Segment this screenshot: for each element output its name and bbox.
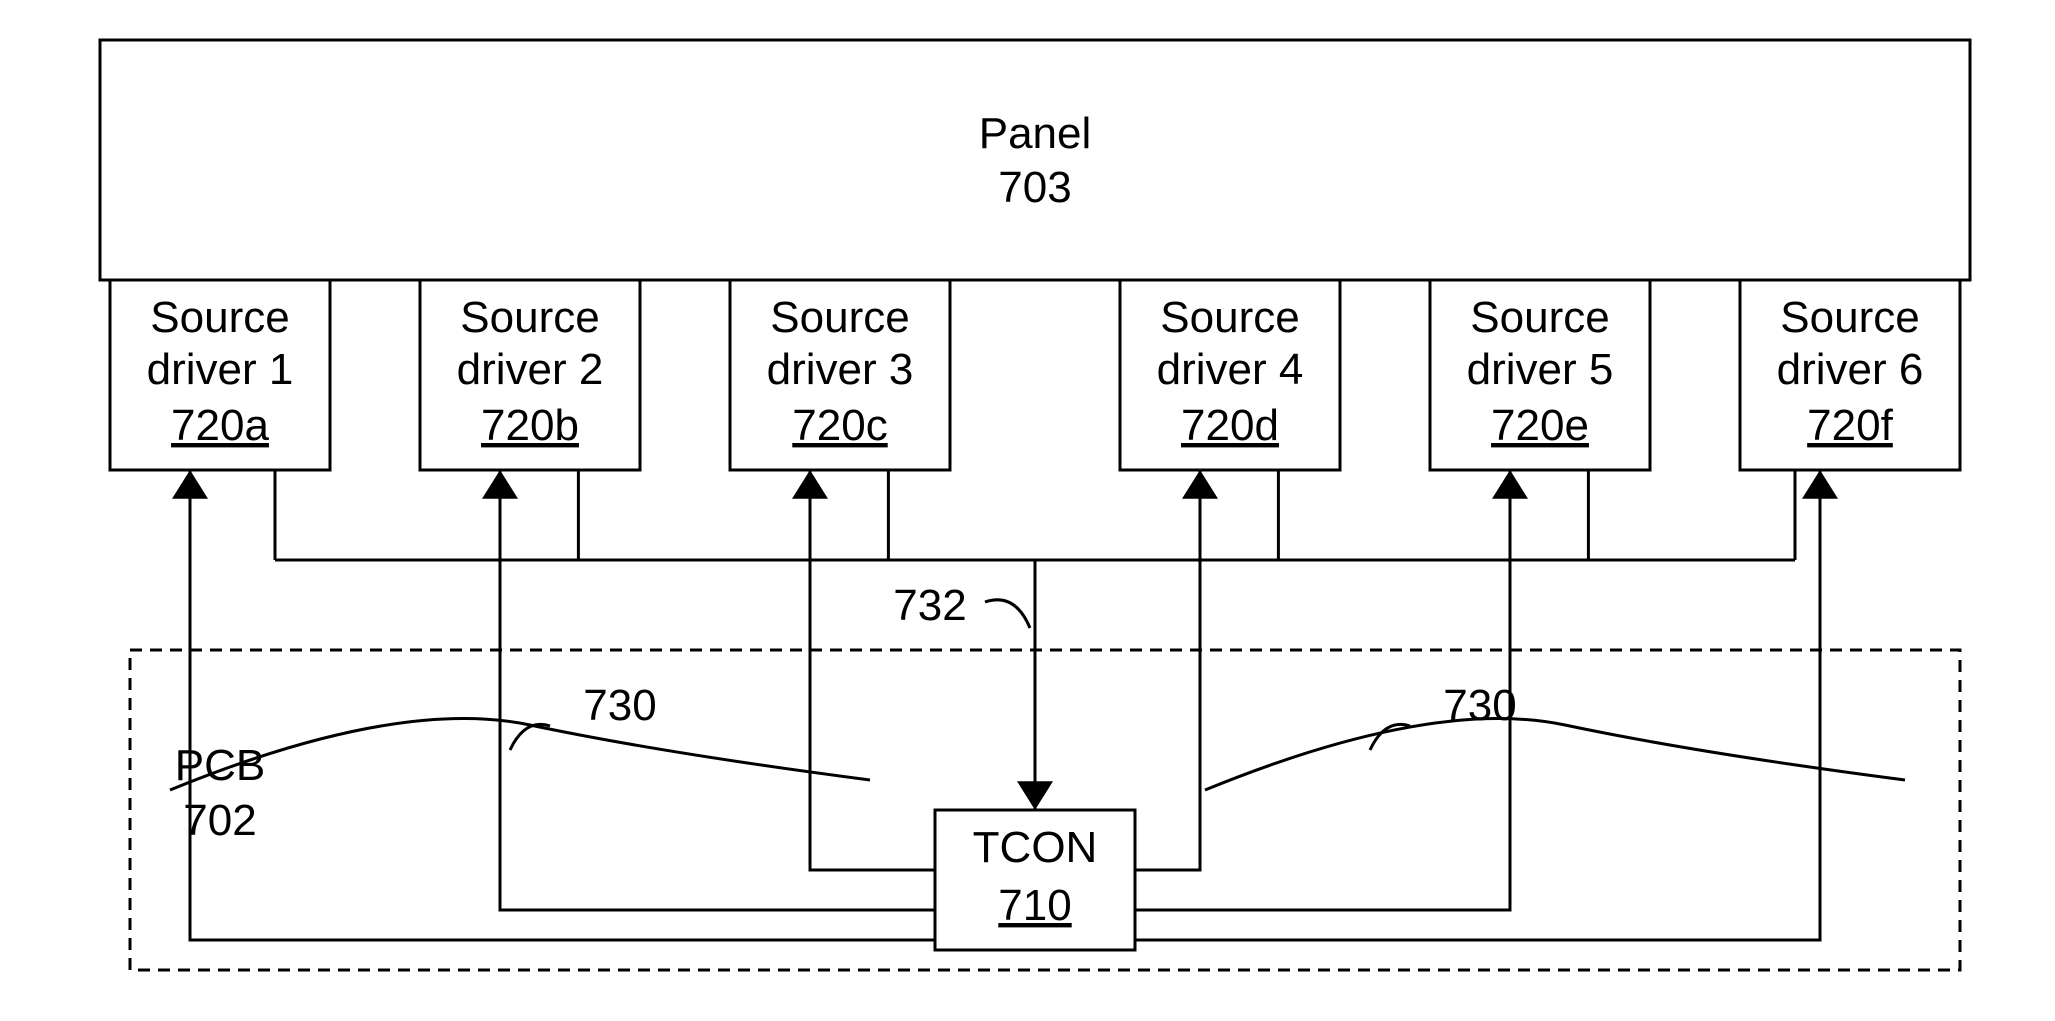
- source-driver-4-line2: driver 4: [1157, 345, 1304, 394]
- source-driver-1-ref: 720a: [171, 401, 269, 450]
- arrowhead: [172, 470, 208, 499]
- arrowhead: [1017, 781, 1053, 810]
- trace-730-right-curve: [1205, 719, 1905, 790]
- arrowhead: [1492, 470, 1528, 499]
- signal-732-hook: [985, 600, 1030, 628]
- source-driver-6-line2: driver 6: [1777, 345, 1924, 394]
- panel-box: [100, 40, 1970, 280]
- source-driver-3-line1: Source: [770, 293, 909, 342]
- tcon-out-2: [500, 470, 935, 910]
- source-driver-3-ref: 720c: [792, 401, 887, 450]
- trace-730-right-label: 730: [1443, 681, 1516, 730]
- source-driver-1-line1: Source: [150, 293, 289, 342]
- source-driver-5-ref: 720e: [1491, 401, 1589, 450]
- source-driver-5-line2: driver 5: [1467, 345, 1614, 394]
- source-driver-2-line1: Source: [460, 293, 599, 342]
- panel-label: Panel: [979, 109, 1092, 158]
- trace-730-left-curve: [170, 719, 870, 790]
- source-driver-5-line1: Source: [1470, 293, 1609, 342]
- panel-ref: 703: [998, 163, 1071, 212]
- source-driver-1-line2: driver 1: [147, 345, 294, 394]
- tcon-label: TCON: [973, 823, 1098, 872]
- arrowhead: [482, 470, 518, 499]
- source-driver-4-ref: 720d: [1181, 401, 1279, 450]
- trace-730-left-label: 730: [583, 681, 656, 730]
- source-driver-6-line1: Source: [1780, 293, 1919, 342]
- arrowhead: [1802, 470, 1838, 499]
- tcon-out-3: [810, 470, 935, 870]
- arrowhead: [792, 470, 828, 499]
- pcb-ref: 702: [183, 796, 256, 845]
- source-driver-6-ref: 720f: [1807, 401, 1893, 450]
- signal-732-label: 732: [893, 581, 966, 630]
- source-driver-3-line2: driver 3: [767, 345, 914, 394]
- tcon-out-4: [1135, 470, 1200, 870]
- source-driver-4-line1: Source: [1160, 293, 1299, 342]
- arrowhead: [1182, 470, 1218, 499]
- source-driver-2-ref: 720b: [481, 401, 579, 450]
- source-driver-2-line2: driver 2: [457, 345, 604, 394]
- tcon-ref: 710: [998, 881, 1071, 930]
